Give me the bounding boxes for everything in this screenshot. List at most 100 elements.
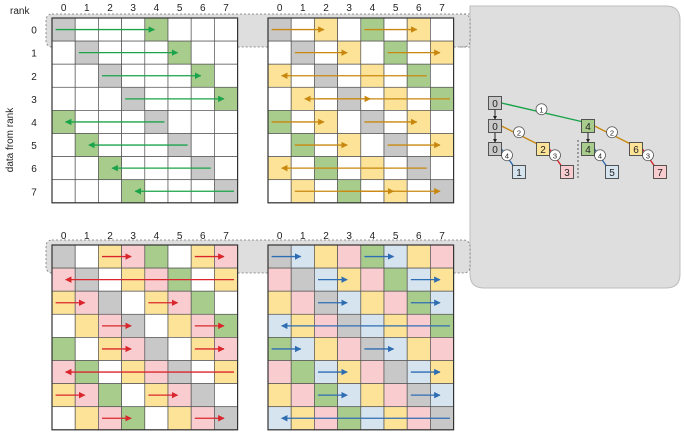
cell-r6-c6: [190, 383, 215, 408]
row-number-0: 0: [31, 26, 37, 37]
cell-r6-c2: [98, 383, 122, 408]
tree-node-8: [605, 165, 619, 179]
column-number-3: 3: [130, 3, 136, 14]
cell-r5-c4: [360, 360, 385, 384]
cell-r3-c0: [267, 86, 292, 111]
cell-r2-c1: [290, 290, 315, 315]
cell-r3-c5: [167, 313, 192, 338]
column-number-6: 6: [200, 3, 206, 14]
cell-r4-c3: [337, 110, 362, 134]
cell-r4-c3: [337, 337, 362, 361]
cell-r6-c7: [214, 156, 238, 181]
grid-border: [51, 17, 239, 204]
grid-border: [267, 17, 455, 204]
tree-node-3: [512, 165, 526, 179]
column-number-1: 1: [300, 231, 306, 242]
cell-r5-c7: [214, 133, 238, 157]
cell-r2-c5: [383, 290, 408, 315]
cell-r4-c6: [190, 110, 215, 134]
column-number-1: 1: [84, 3, 90, 14]
tree-node-label-9: 6: [633, 145, 639, 156]
cell-r2-c1: [74, 63, 99, 88]
cell-r0-c1: [74, 244, 99, 269]
cell-r4-c5: [167, 337, 192, 361]
cell-r4-c7: [430, 337, 454, 361]
data-from-rank-label: data from rank: [5, 107, 16, 172]
cell-r1-c0: [267, 267, 292, 292]
column-headers: 0 1 2 3 4 5 6 7 0 1 2 3 4 5 6 7 0 1 2 3 4 5 6 7 0 1 2 3 4 5 6 7: [61, 3, 445, 242]
column-number-7: 7: [439, 3, 445, 14]
tree-node-6: [581, 119, 595, 133]
row-number-4: 4: [31, 118, 37, 129]
cell-r0-c6: [190, 17, 215, 42]
cell-r6-c7: [214, 383, 238, 408]
tree-node-label-4: 2: [540, 145, 546, 156]
cell-r1-c4: [360, 267, 385, 292]
column-number-7: 7: [223, 3, 229, 14]
tree-node-4: [536, 142, 550, 156]
cell-r0-c3: [337, 244, 362, 269]
column-number-0: 0: [277, 3, 283, 14]
cell-r7-c1: [74, 406, 99, 431]
cell-r2-c7: [430, 63, 454, 88]
cell-r3-c1: [74, 313, 99, 338]
cell-r5-c6: [190, 133, 215, 157]
grid-border: [51, 244, 239, 431]
cell-r2-c7: [214, 290, 238, 315]
grid-step1: [51, 17, 239, 204]
cell-r3-c1: [74, 86, 99, 111]
tree-node-7: [581, 142, 595, 156]
grids: [51, 17, 455, 431]
cell-r1-c0: [51, 40, 76, 65]
cell-r0-c7: [430, 17, 454, 42]
tree-node-5: [560, 165, 574, 179]
row-number-1: 1: [31, 49, 37, 60]
cell-r2-c3: [121, 290, 146, 315]
cell-r4-c0: [51, 337, 76, 361]
tree-step-label-6: 4: [598, 151, 602, 160]
tree-step-label-4: 3: [646, 151, 650, 160]
row-number-5: 5: [31, 141, 37, 152]
cell-r0-c7: [214, 17, 238, 42]
column-number-0: 0: [61, 231, 67, 242]
column-number-7: 7: [439, 231, 445, 242]
cell-r2-c4: [360, 290, 385, 315]
cell-r7-c0: [267, 179, 292, 204]
cell-r1-c5: [383, 267, 408, 292]
column-number-5: 5: [177, 3, 183, 14]
row-number-7: 7: [31, 187, 37, 198]
grid-step4: [267, 244, 455, 431]
column-number-1: 1: [84, 231, 90, 242]
cell-r4-c7: [430, 110, 454, 134]
cell-r4-c6: [406, 337, 431, 361]
tree-node-0: [488, 96, 502, 110]
tree-node-label-3: 1: [516, 168, 522, 179]
column-number-6: 6: [200, 231, 206, 242]
cell-r6-c0: [267, 383, 292, 408]
column-number-4: 4: [370, 3, 376, 14]
cell-r5-c1: [290, 360, 315, 384]
cell-r2-c0: [51, 63, 76, 88]
column-number-1: 1: [300, 3, 306, 14]
cell-r2-c2: [98, 290, 122, 315]
cell-r4-c4: [144, 337, 169, 361]
cell-r2-c7: [214, 63, 238, 88]
tree-node-label-7: 4: [585, 145, 591, 156]
cell-r5-c0: [51, 133, 76, 157]
cell-r3-c4: [144, 313, 169, 338]
cell-r6-c0: [51, 156, 76, 181]
tree-node-9: [629, 142, 643, 156]
grid-step2: [267, 17, 455, 204]
cell-r4-c7: [214, 110, 238, 134]
tree-node-label-0: 0: [492, 99, 498, 110]
tree-step-label-2: 2: [610, 128, 614, 137]
tree-node-1: [488, 119, 502, 133]
tree-node-2: [488, 142, 502, 156]
cell-r1-c1: [290, 267, 315, 292]
cell-r1-c4: [360, 40, 385, 65]
cell-r3-c0: [51, 86, 76, 111]
tree-node-label-5: 3: [564, 168, 570, 179]
rank-header: rank: [10, 6, 30, 17]
